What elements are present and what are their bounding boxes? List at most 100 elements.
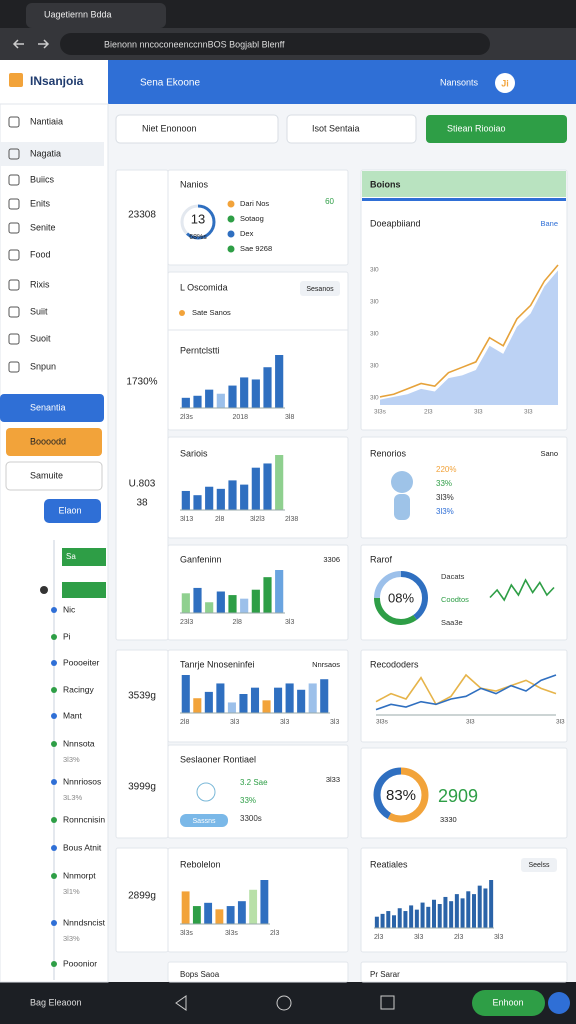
bar bbox=[263, 577, 272, 613]
address-bar[interactable] bbox=[60, 33, 490, 55]
label: Nanios bbox=[180, 179, 209, 189]
label: Coodtos bbox=[441, 595, 469, 604]
label[interactable]: Samuite bbox=[30, 470, 63, 480]
bar bbox=[397, 908, 402, 928]
label: Saa3e bbox=[441, 618, 463, 627]
x-tick-label: 2l38 bbox=[285, 516, 298, 523]
timeline-dot bbox=[51, 660, 57, 666]
label[interactable]: Niet Enonoon bbox=[142, 123, 197, 133]
x-tick-label: 3l13 bbox=[180, 516, 193, 523]
bar bbox=[227, 702, 236, 713]
label[interactable]: Stiean Riooiao bbox=[447, 123, 506, 133]
nav-item[interactable]: Enits bbox=[30, 198, 51, 208]
label: Perntclstti bbox=[180, 345, 220, 355]
label: 3L3% bbox=[63, 793, 83, 802]
bar bbox=[240, 484, 249, 510]
nav-icon bbox=[8, 249, 20, 261]
legend-dot bbox=[227, 230, 235, 238]
nav-item[interactable]: Buiics bbox=[30, 174, 55, 184]
fab[interactable] bbox=[548, 992, 570, 1014]
bar bbox=[193, 395, 202, 408]
nav-item[interactable]: Nantiaia bbox=[30, 116, 63, 126]
bar bbox=[285, 683, 294, 713]
select[interactable] bbox=[5, 461, 103, 491]
nav-item[interactable]: Nagatia bbox=[30, 148, 61, 158]
nav-item[interactable]: Rixis bbox=[30, 279, 50, 289]
label[interactable]: Enhoon bbox=[492, 997, 523, 1007]
nav-item[interactable]: Snpun bbox=[30, 361, 56, 371]
bar bbox=[460, 898, 465, 928]
x-tick-label: 3l3 bbox=[230, 719, 239, 726]
filter[interactable] bbox=[286, 114, 417, 144]
label[interactable]: Sesanos bbox=[306, 286, 334, 293]
bar bbox=[181, 490, 190, 510]
avatar[interactable] bbox=[495, 73, 515, 93]
secondary-button[interactable] bbox=[6, 428, 102, 456]
label[interactable]: Isot Sentaia bbox=[312, 123, 360, 133]
primary-button[interactable] bbox=[0, 394, 104, 422]
home-button[interactable] bbox=[276, 995, 292, 1011]
label[interactable]: Bane bbox=[540, 219, 558, 228]
label[interactable]: Boooodd bbox=[30, 436, 66, 446]
card bbox=[360, 961, 568, 983]
x-tick-label: 3l3 bbox=[285, 619, 294, 626]
y-tick-label: 3l0 bbox=[370, 267, 379, 274]
bar bbox=[414, 909, 419, 928]
bar bbox=[483, 888, 488, 928]
nav-icon bbox=[8, 222, 20, 234]
donut-segment bbox=[373, 767, 429, 823]
search[interactable] bbox=[115, 114, 279, 144]
button[interactable] bbox=[300, 281, 340, 296]
nav-item[interactable]: Food bbox=[30, 249, 51, 259]
bar bbox=[260, 880, 269, 924]
bar bbox=[228, 480, 237, 510]
small-button[interactable] bbox=[44, 499, 101, 523]
label: 60 bbox=[325, 197, 334, 206]
card-header bbox=[362, 171, 566, 197]
y-tick-label: 3l0 bbox=[370, 299, 379, 306]
nav-item[interactable]: Suoit bbox=[30, 333, 51, 343]
label[interactable]: Senantia bbox=[30, 402, 66, 412]
timeline-dot bbox=[51, 607, 57, 613]
bar bbox=[263, 367, 272, 408]
label[interactable]: Seelss bbox=[528, 862, 550, 869]
bottom-button[interactable] bbox=[472, 990, 545, 1016]
bar bbox=[251, 379, 260, 408]
recent-button[interactable] bbox=[380, 995, 395, 1010]
x-tick-label: 3l3s bbox=[374, 409, 387, 416]
line bbox=[379, 264, 559, 398]
bar bbox=[251, 589, 260, 613]
bar bbox=[275, 455, 284, 510]
x-tick-label: 3l3s bbox=[180, 930, 193, 937]
label[interactable]: Bienonn nncoconeenccnnBOS Bogjabl Blenff bbox=[104, 39, 285, 49]
label: 2909 bbox=[438, 786, 478, 806]
label[interactable]: Elaon bbox=[58, 505, 81, 515]
label: Sena Ekoone bbox=[140, 78, 200, 89]
label: 3330 bbox=[440, 815, 457, 824]
button[interactable] bbox=[521, 858, 557, 872]
label: Rarof bbox=[370, 554, 393, 564]
bar bbox=[275, 355, 284, 408]
card bbox=[167, 169, 349, 266]
bar bbox=[449, 901, 454, 928]
donut-segment bbox=[180, 204, 216, 240]
nav-item[interactable]: Senite bbox=[30, 222, 56, 232]
nav-arrows[interactable] bbox=[12, 39, 50, 49]
back-button[interactable] bbox=[175, 995, 187, 1011]
card bbox=[167, 847, 349, 953]
card bbox=[360, 436, 568, 539]
timeline-bar bbox=[62, 582, 106, 598]
action-button[interactable] bbox=[426, 115, 567, 143]
nav-item[interactable]: Suiit bbox=[30, 306, 48, 316]
stat: U.803 bbox=[129, 479, 156, 490]
x-tick-label: 2l8 bbox=[233, 619, 242, 626]
label: Recododers bbox=[370, 659, 419, 669]
timeline-dot bbox=[51, 873, 57, 879]
timeline-dot bbox=[51, 741, 57, 747]
legend-dot bbox=[179, 310, 185, 316]
label: Reatiales bbox=[370, 859, 408, 869]
tab[interactable] bbox=[26, 3, 166, 28]
label: Racingy bbox=[63, 684, 94, 694]
x-tick-label: 3l3 bbox=[466, 719, 475, 726]
legend-dot bbox=[227, 200, 235, 208]
